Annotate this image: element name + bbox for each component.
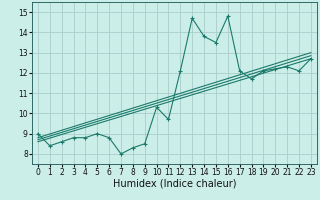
X-axis label: Humidex (Indice chaleur): Humidex (Indice chaleur) (113, 179, 236, 189)
